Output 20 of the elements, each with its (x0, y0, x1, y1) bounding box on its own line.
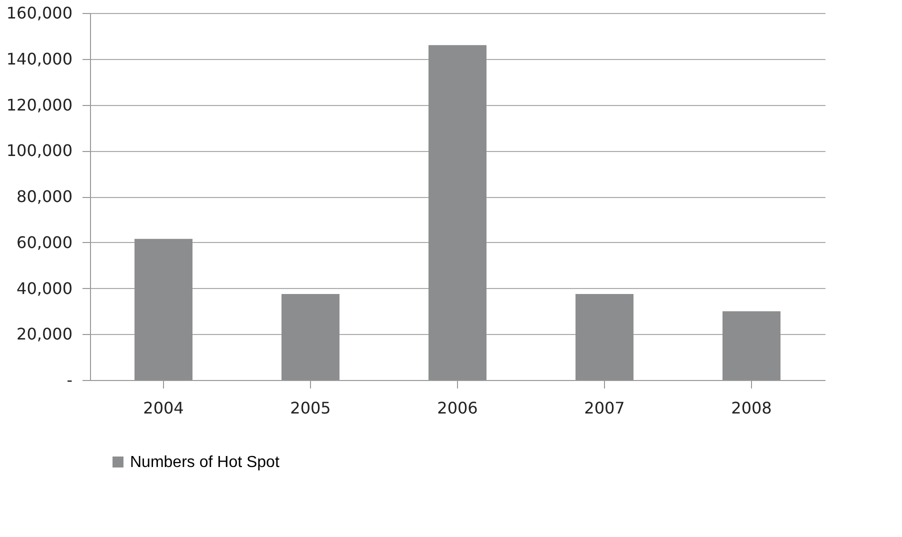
y-tick-label: 120,000 (6, 95, 72, 114)
x-tick-label: 2005 (290, 398, 331, 418)
bar (428, 45, 486, 380)
bar (576, 294, 634, 380)
y-tick-label: - (66, 370, 72, 390)
bar (282, 294, 340, 380)
x-tick-label: 2007 (584, 398, 625, 418)
y-tick-label: 100,000 (6, 141, 72, 160)
bar (134, 238, 192, 380)
y-tick-label: 60,000 (16, 232, 72, 252)
y-tick-label: 140,000 (6, 49, 72, 68)
legend-label: Numbers of Hot Spot (130, 454, 280, 471)
x-tick-label: 2006 (437, 398, 478, 418)
y-tick-label: 80,000 (16, 187, 72, 206)
x-tick-label: 2004 (143, 398, 184, 418)
y-tick-label: 20,000 (16, 324, 72, 344)
x-tick-label: 2008 (731, 398, 772, 418)
bar (722, 311, 780, 380)
y-tick-label: 40,000 (16, 278, 72, 298)
y-tick-label: 160,000 (6, 4, 72, 22)
